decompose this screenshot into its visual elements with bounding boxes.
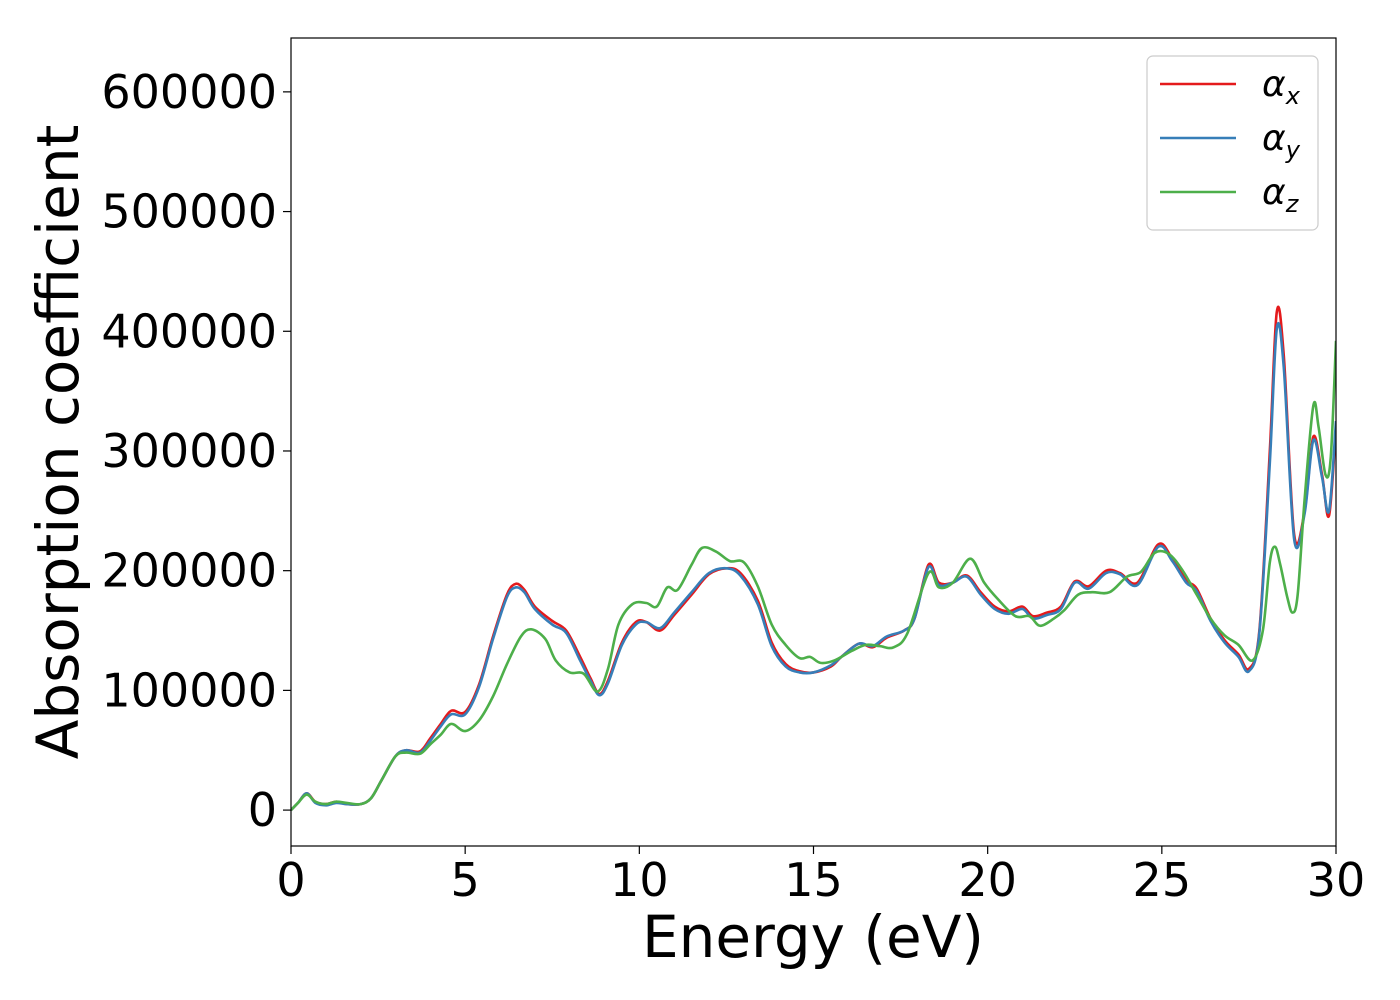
y-tick-label: 300000 <box>101 424 277 478</box>
x-tick-label: 15 <box>784 853 843 907</box>
series-line-alpha-x <box>291 305 1336 811</box>
y-tick-label: 500000 <box>101 185 277 239</box>
legend-label-subscript: y <box>1285 136 1301 164</box>
legend-label-subscript: x <box>1285 82 1301 110</box>
legend-label-alpha-x: αx <box>1262 64 1301 110</box>
y-tick-label: 0 <box>248 783 277 837</box>
legend-label-alpha-z: αz <box>1262 172 1300 218</box>
legend-label-subscript: z <box>1285 190 1300 218</box>
series-layer <box>291 305 1336 811</box>
x-tick-label: 25 <box>1133 853 1192 907</box>
x-tick-label: 10 <box>610 853 669 907</box>
x-tick-label: 30 <box>1307 853 1366 907</box>
x-axis-title: Energy (eV) <box>642 903 984 971</box>
y-axis: 0 100000 200000 300000 400000 500000 600000 <box>101 65 291 837</box>
series-line-alpha-z <box>291 340 1336 811</box>
y-tick-label: 200000 <box>101 544 277 598</box>
x-tick-label: 5 <box>451 853 480 907</box>
legend-label-symbol: α <box>1262 118 1286 159</box>
legend-box <box>1146 55 1319 231</box>
x-tick-label: 20 <box>958 853 1017 907</box>
legend-label-symbol: α <box>1262 172 1286 213</box>
series-line-alpha-y <box>291 321 1336 811</box>
legend-label-symbol: α <box>1262 64 1286 105</box>
legend-label-alpha-y: αy <box>1262 118 1301 164</box>
y-tick-label: 400000 <box>101 304 277 358</box>
x-axis: 0 5 10 15 20 25 30 <box>276 846 1365 907</box>
y-tick-label: 100000 <box>101 663 277 717</box>
y-axis-title: Absorption coefficient <box>24 125 92 760</box>
y-tick-label: 600000 <box>101 65 277 119</box>
x-tick-label: 0 <box>276 853 305 907</box>
